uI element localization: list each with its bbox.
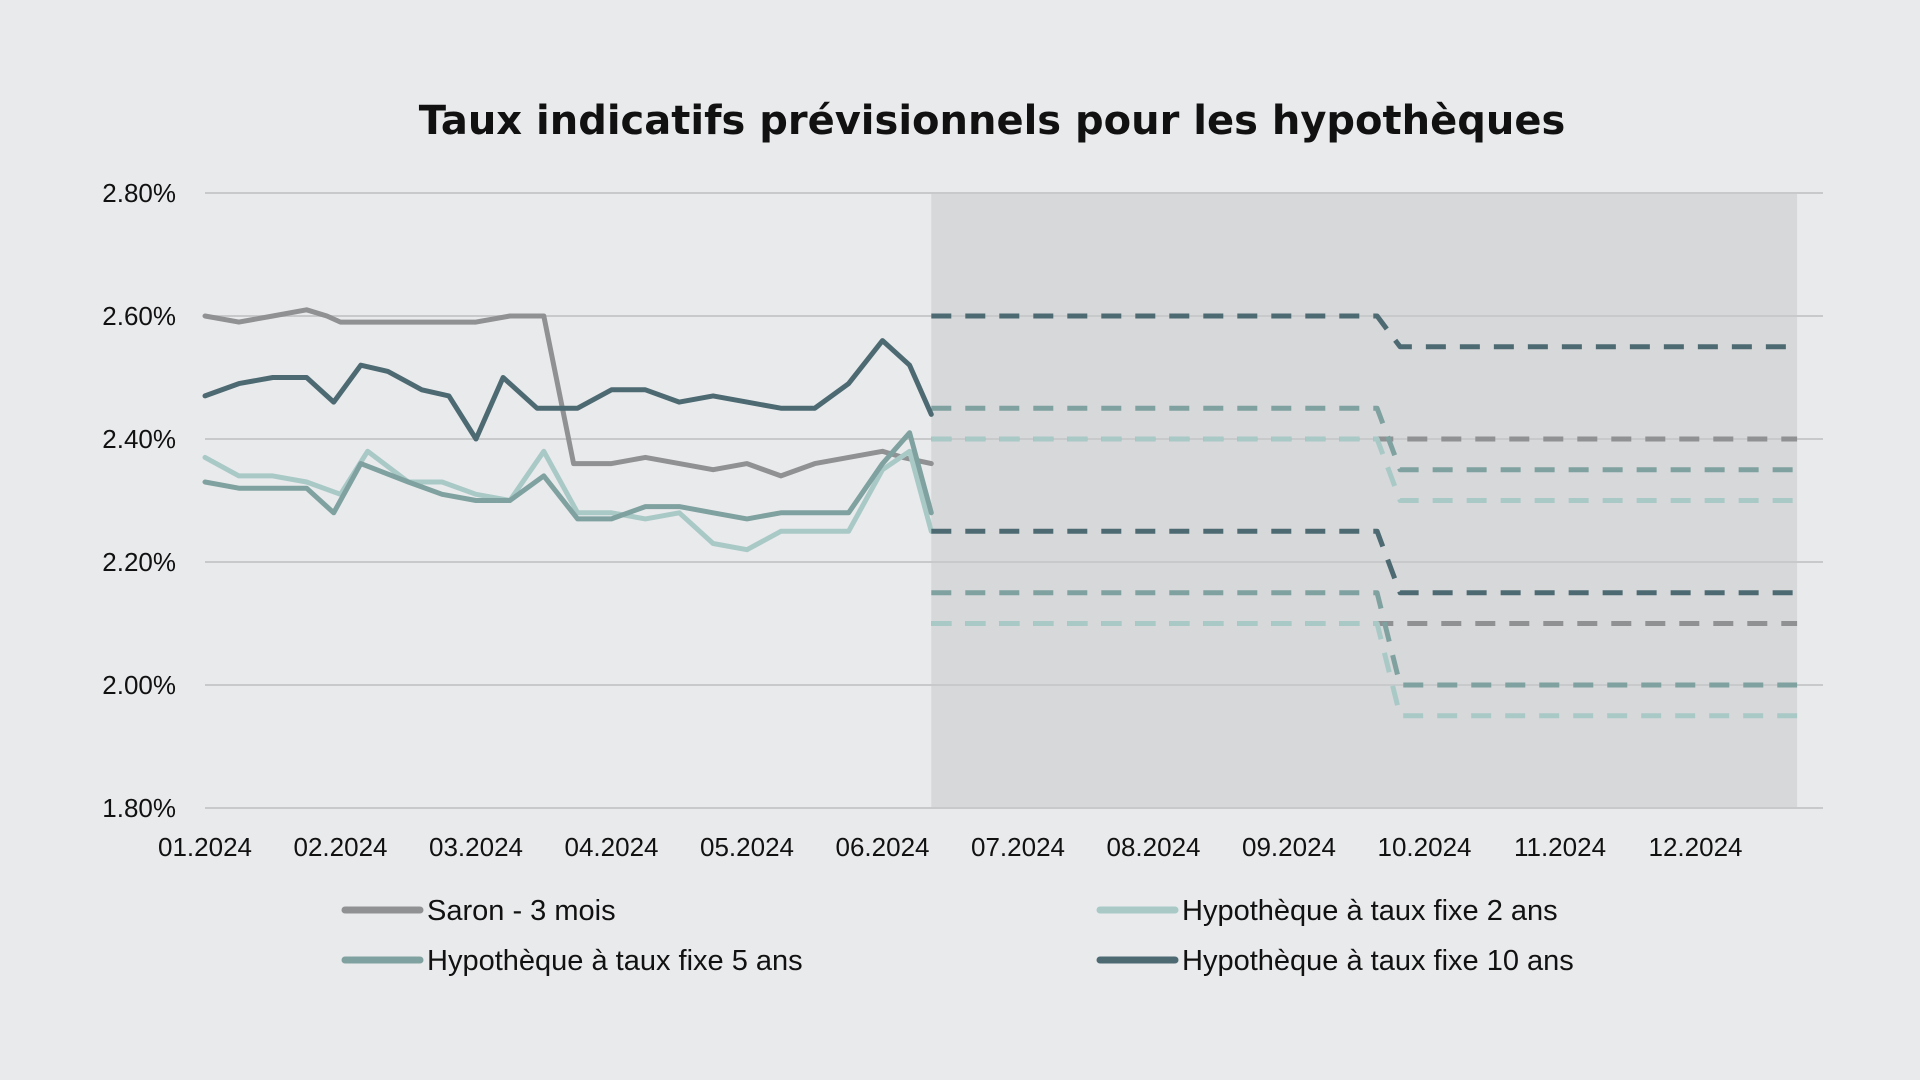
chart-title: Taux indicatifs prévisionnels pour les h…: [419, 98, 1566, 144]
forecast-line-fix10-high: [931, 313, 1798, 350]
forecast-line-fix2-low: [931, 621, 1798, 719]
legend-label-fix10: Hypothèque à taux fixe 10 ans: [1182, 945, 1574, 977]
x-tick-label: 04.2024: [565, 832, 659, 862]
forecast-line-fix5-low: [931, 590, 1798, 688]
forecast-region: [931, 193, 1798, 808]
y-tick-label: 2.60%: [102, 301, 176, 331]
forecast-line-fix5-high: [931, 405, 1798, 473]
x-tick-label: 02.2024: [294, 832, 388, 862]
y-tick-label: 2.20%: [102, 547, 176, 577]
x-tick-label: 06.2024: [836, 832, 930, 862]
series-lines: [202, 307, 1798, 719]
x-tick-label: 10.2024: [1378, 832, 1472, 862]
forecast-line-fix10-low: [931, 528, 1798, 596]
y-axis-ticks: 1.80% 2.00% 2.20% 2.40% 2.60% 2.80%: [102, 178, 176, 823]
series-line-fix2: [202, 448, 934, 553]
series-line-fix5: [202, 430, 934, 522]
forecast-line-fix2-high: [931, 436, 1798, 503]
x-tick-label: 03.2024: [429, 832, 523, 862]
legend-label-fix5: Hypothèque à taux fixe 5 ans: [427, 945, 803, 977]
series-line-fix10: [202, 338, 934, 442]
legend: Saron - 3 mois Hypothèque à taux fixe 2 a…: [341, 895, 1574, 977]
legend-label-fix2: Hypothèque à taux fixe 2 ans: [1182, 895, 1558, 927]
legend-label-saron: Saron - 3 mois: [427, 895, 616, 927]
x-tick-label: 01.2024: [158, 832, 252, 862]
x-tick-label: 12.2024: [1649, 832, 1743, 862]
series-line-saron: [202, 307, 934, 479]
x-tick-label: 09.2024: [1242, 832, 1336, 862]
y-tick-label: 2.40%: [102, 424, 176, 454]
x-tick-label: 08.2024: [1107, 832, 1201, 862]
x-tick-label: 05.2024: [700, 832, 794, 862]
y-tick-label: 2.00%: [102, 670, 176, 700]
x-tick-label: 11.2024: [1514, 832, 1606, 862]
y-tick-label: 1.80%: [102, 793, 176, 823]
x-axis-ticks: 01.2024 02.2024 03.2024 04.2024 05.2024 06.20…: [158, 832, 1742, 862]
x-tick-label: 07.2024: [971, 832, 1065, 862]
y-tick-label: 2.80%: [102, 178, 176, 208]
